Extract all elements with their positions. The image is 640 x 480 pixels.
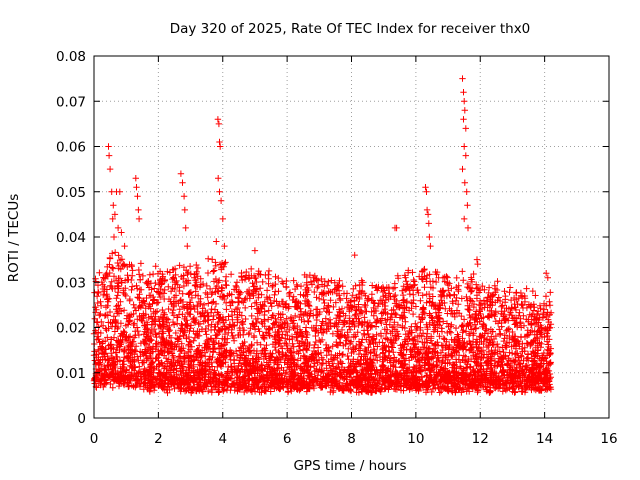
x-tick-label: 16 <box>600 431 617 447</box>
y-tick-label: 0.05 <box>56 185 86 201</box>
chart-title: Day 320 of 2025, Rate Of TEC Index for r… <box>170 21 531 37</box>
data-points <box>90 75 555 397</box>
data-point-markers <box>90 75 555 397</box>
y-tick-label: 0.04 <box>56 230 86 246</box>
y-tick-label: 0.01 <box>56 366 86 382</box>
y-tick-label: 0.07 <box>56 94 86 110</box>
x-tick-label: 10 <box>407 431 424 447</box>
x-tick-label: 14 <box>536 431 553 447</box>
x-axis-label: GPS time / hours <box>293 458 406 474</box>
x-tick-label: 0 <box>90 431 99 447</box>
y-tick-label: 0.08 <box>56 49 86 65</box>
y-tick-label: 0.03 <box>56 275 86 291</box>
grid-lines <box>94 56 609 418</box>
x-tick-label: 12 <box>472 431 489 447</box>
y-tick-label: 0.02 <box>56 321 86 337</box>
x-tick-label: 4 <box>218 431 227 447</box>
y-tick-label: 0.06 <box>56 140 86 156</box>
x-tick-labels: 0 2 4 6 8 10 12 14 16 <box>90 431 618 447</box>
y-tick-label: 0 <box>77 411 86 427</box>
x-tick-label: 8 <box>347 431 356 447</box>
y-axis-label: ROTI / TECUs <box>6 194 22 282</box>
x-tick-label: 6 <box>283 431 292 447</box>
x-tick-label: 2 <box>154 431 163 447</box>
y-tick-labels: 0 0.01 0.02 0.03 0.04 0.05 0.06 0.07 0.08 <box>56 49 86 427</box>
axis-ticks <box>93 55 610 419</box>
